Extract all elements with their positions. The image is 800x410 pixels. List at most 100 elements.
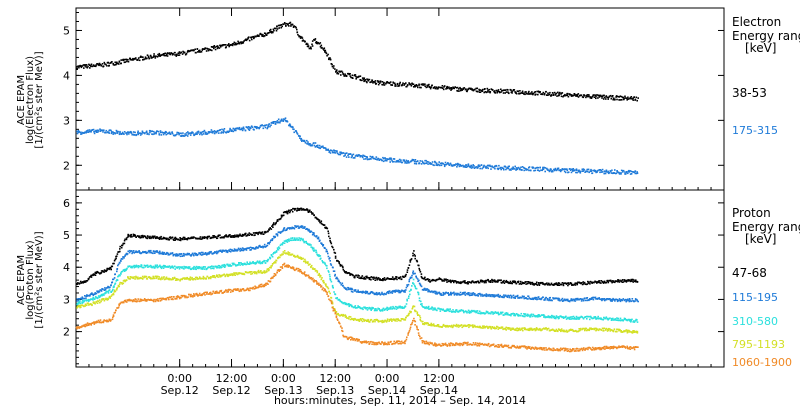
data-point <box>553 168 556 171</box>
data-point <box>473 294 476 296</box>
data-point <box>388 82 391 85</box>
data-point <box>174 51 176 54</box>
data-point <box>612 297 614 300</box>
data-point <box>93 131 95 133</box>
data-point <box>497 295 499 298</box>
data-point <box>116 253 119 255</box>
data-point <box>193 254 195 257</box>
data-point <box>88 300 90 302</box>
data-point <box>572 318 575 320</box>
data-point <box>76 132 79 135</box>
data-point <box>482 165 485 168</box>
data-point <box>426 84 428 87</box>
data-point <box>299 256 302 259</box>
data-point <box>317 218 319 221</box>
data-point <box>316 218 318 220</box>
data-point <box>206 132 209 135</box>
data-point <box>288 238 290 240</box>
data-point <box>619 300 622 303</box>
data-point <box>195 265 198 268</box>
data-point <box>120 59 122 61</box>
data-point <box>568 300 571 303</box>
data-point <box>235 129 237 132</box>
data-point <box>304 140 306 143</box>
data-point <box>529 283 532 285</box>
data-point <box>152 235 155 238</box>
data-point <box>201 131 204 133</box>
data-point <box>594 316 597 318</box>
data-point <box>329 257 331 259</box>
data-point <box>101 299 103 301</box>
data-point <box>145 237 148 239</box>
data-point <box>526 281 528 283</box>
data-point <box>433 164 435 167</box>
data-point <box>235 264 237 266</box>
data-point <box>291 24 294 26</box>
data-point <box>228 274 230 277</box>
data-point <box>292 237 294 239</box>
data-point <box>547 92 549 94</box>
data-point <box>553 91 556 94</box>
data-point <box>479 165 481 167</box>
data-point <box>170 266 172 268</box>
data-point <box>515 295 517 298</box>
data-point <box>576 297 579 300</box>
data-point <box>618 96 621 98</box>
data-point <box>205 50 208 52</box>
data-point <box>533 282 535 285</box>
data-point <box>426 288 429 290</box>
data-point <box>377 277 380 279</box>
data-point <box>105 131 107 134</box>
data-point <box>629 173 632 175</box>
data-point <box>260 272 263 274</box>
data-point <box>368 78 371 81</box>
data-point <box>326 265 328 267</box>
data-point <box>520 312 523 315</box>
data-point <box>507 294 509 297</box>
data-point <box>283 250 286 252</box>
data-point <box>349 73 351 75</box>
data-point <box>319 276 321 278</box>
data-point <box>289 239 292 241</box>
data-point <box>174 54 176 56</box>
data-point <box>92 294 95 297</box>
data-point <box>635 320 637 322</box>
data-point <box>158 134 161 136</box>
data-point <box>278 256 280 258</box>
data-point <box>361 292 364 294</box>
data-point <box>576 317 578 319</box>
data-point <box>580 282 583 284</box>
data-point <box>393 289 396 292</box>
data-point <box>259 260 261 263</box>
data-point <box>236 273 239 276</box>
data-point <box>176 255 178 257</box>
data-point <box>202 48 204 50</box>
data-point <box>599 169 601 171</box>
data-point <box>317 42 319 44</box>
data-point <box>140 265 142 268</box>
data-point <box>285 211 288 214</box>
data-point <box>286 253 289 255</box>
data-point <box>491 294 493 296</box>
data-point <box>213 276 215 278</box>
data-point <box>478 89 481 92</box>
data-point <box>323 261 325 264</box>
data-point <box>136 265 138 268</box>
data-point <box>458 165 461 168</box>
data-point <box>524 281 527 283</box>
data-point <box>261 124 263 126</box>
data-point <box>231 248 233 251</box>
data-point <box>245 247 247 250</box>
data-point <box>238 262 241 264</box>
data-point <box>189 50 191 52</box>
data-point <box>625 298 627 301</box>
data-point <box>263 260 265 263</box>
data-point <box>605 281 608 284</box>
data-point <box>414 257 416 260</box>
data-point <box>156 251 158 253</box>
data-point <box>467 309 470 312</box>
data-point <box>551 316 553 319</box>
data-point <box>112 131 114 133</box>
data-point <box>405 303 408 305</box>
data-point <box>130 58 132 61</box>
